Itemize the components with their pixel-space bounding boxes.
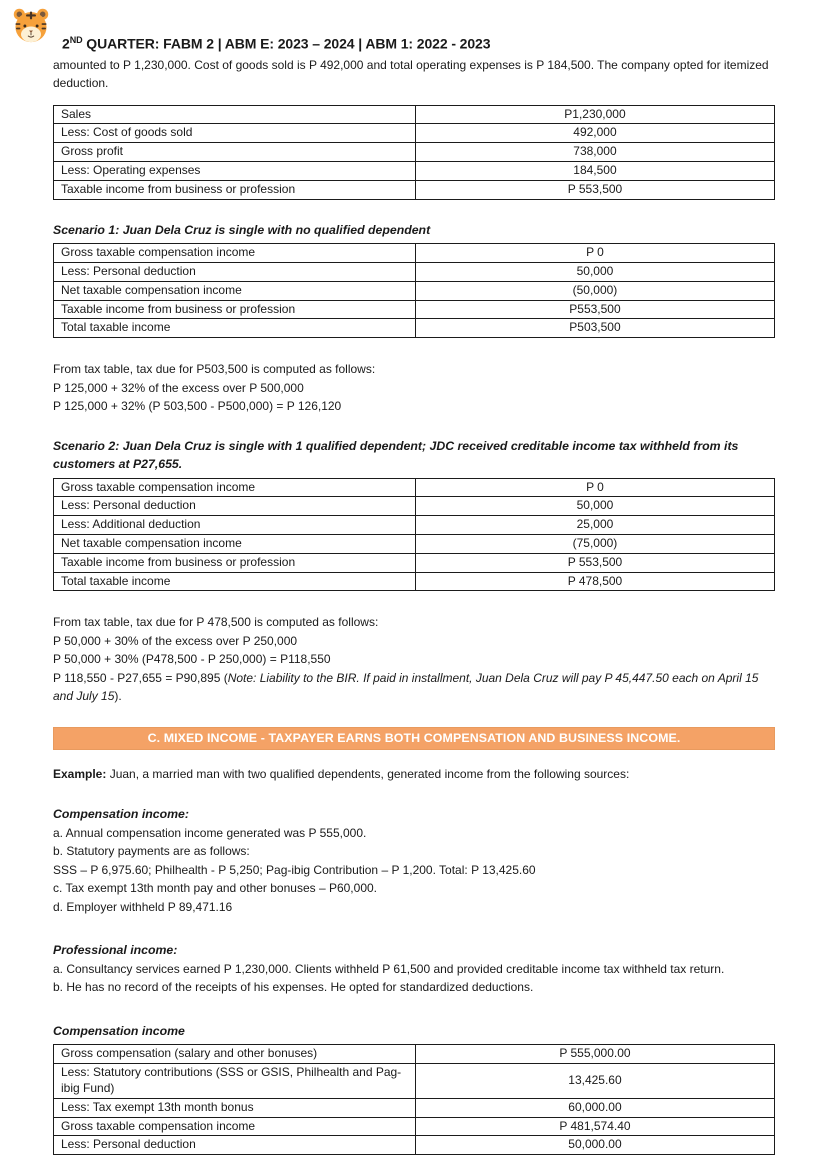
table-row: Gross taxable compensation income P 481,5… bbox=[53, 1116, 776, 1137]
row-label: Taxable income from business or professi… bbox=[53, 299, 416, 320]
row-label: Gross compensation (salary and other bon… bbox=[53, 1044, 416, 1065]
compensation-item: a. Annual compensation income generated … bbox=[53, 825, 367, 840]
row-value: 50,000 bbox=[414, 496, 776, 517]
section-banner: C. MIXED INCOME - TAXPAYER EARNS BOTH CO… bbox=[53, 726, 775, 750]
row-label: Less: Personal deduction bbox=[53, 496, 416, 517]
professional-item: a. Consultancy services earned P 1,230,0… bbox=[53, 961, 725, 976]
table-row: Gross taxable compensation income P 0 bbox=[53, 477, 776, 498]
table-row: Net taxable compensation income (75,000) bbox=[53, 534, 776, 554]
scenario2-heading: Scenario 2: Juan Dela Cruz is single wit… bbox=[53, 438, 739, 472]
row-value: 13,425.60 bbox=[414, 1063, 776, 1099]
row-label: Net taxable compensation income bbox=[53, 534, 416, 554]
row-value: 738,000 bbox=[414, 142, 776, 163]
row-label: Less: Personal deduction bbox=[53, 261, 416, 282]
table-row: Less: Tax exempt 13th month bonus 60,000.… bbox=[53, 1097, 776, 1118]
compensation-item: b. Statutory payments are as follows: bbox=[53, 844, 250, 859]
row-label: Gross taxable compensation income bbox=[53, 1116, 416, 1137]
computation-line-with-note: P 118,550 - P27,655 = P90,895 (Note: Lia… bbox=[53, 670, 759, 704]
row-value: 50,000 bbox=[414, 261, 776, 282]
row-label: Taxable income from business or professi… bbox=[53, 552, 416, 573]
professional-item: b. He has no record of the receipts of h… bbox=[53, 980, 534, 995]
row-value: P 0 bbox=[414, 477, 776, 498]
row-label: Gross taxable compensation income bbox=[53, 477, 416, 498]
tiger-face-icon bbox=[11, 6, 51, 46]
tax-computation-2: From tax table, tax due for P 478,500 is… bbox=[53, 613, 775, 706]
example-label: Example: bbox=[53, 766, 107, 781]
table-row: Total taxable income P503,500 bbox=[53, 318, 776, 339]
table-row: Net taxable compensation income (50,000) bbox=[53, 280, 776, 301]
tax-computation-1: From tax table, tax due for P503,500 is … bbox=[53, 360, 775, 416]
compensation-table: Gross compensation (salary and other bon… bbox=[53, 1044, 776, 1156]
intro-paragraph: amounted to P 1,230,000. Cost of goods s… bbox=[53, 57, 769, 91]
table-row: Gross taxable compensation income P 0 bbox=[53, 243, 776, 263]
compensation-item: c. Tax exempt 13th month pay and other b… bbox=[53, 881, 377, 896]
compensation-table-heading: Compensation income bbox=[53, 1023, 185, 1038]
computation-line: From tax table, tax due for P503,500 is … bbox=[53, 362, 376, 377]
table-row: Less: Personal deduction 50,000.00 bbox=[53, 1135, 776, 1156]
table-row: Taxable income from business or professi… bbox=[53, 552, 776, 573]
row-label: Less: Tax exempt 13th month bonus bbox=[53, 1097, 416, 1118]
row-label: Gross taxable compensation income bbox=[53, 243, 416, 263]
row-label: Less: Cost of goods sold bbox=[53, 123, 416, 144]
row-label: Net taxable compensation income bbox=[53, 280, 416, 301]
row-label: Total taxable income bbox=[53, 318, 416, 339]
row-value: P 478,500 bbox=[414, 571, 776, 592]
professional-income-heading: Professional income: bbox=[53, 943, 178, 958]
row-label: Less: Personal deduction bbox=[53, 1135, 416, 1156]
table-row: Less: Additional deduction 25,000 bbox=[53, 515, 776, 536]
table-row: Gross compensation (salary and other bon… bbox=[53, 1044, 776, 1065]
row-value: P 0 bbox=[414, 243, 776, 263]
row-label: Total taxable income bbox=[53, 571, 416, 592]
row-value: 50,000.00 bbox=[414, 1135, 776, 1156]
row-value: P 555,000.00 bbox=[414, 1044, 776, 1065]
scenario1-heading: Scenario 1: Juan Dela Cruz is single wit… bbox=[53, 222, 431, 237]
table-row: Total taxable income P 478,500 bbox=[53, 571, 776, 592]
table-row: Less: Cost of goods sold 492,000 bbox=[53, 123, 776, 144]
computation-line: P 125,000 + 32% (P 503,500 - P500,000) =… bbox=[53, 399, 342, 414]
page-title: 2ND QUARTER: FABM 2 | ABM E: 2023 – 2024… bbox=[62, 35, 491, 52]
compensation-income-heading: Compensation income: bbox=[53, 807, 189, 822]
row-value: (50,000) bbox=[414, 280, 776, 301]
computation-line: P 50,000 + 30% (P478,500 - P 250,000) = … bbox=[53, 652, 331, 667]
note-text: Note: Liability to the BIR. If paid in i… bbox=[53, 670, 759, 704]
row-label: Less: Additional deduction bbox=[53, 515, 416, 536]
row-label: Gross profit bbox=[53, 142, 416, 163]
row-label: Less: Operating expenses bbox=[53, 161, 416, 181]
scenario2-table: Gross taxable compensation income P 0 Less… bbox=[53, 477, 776, 592]
row-value: P503,500 bbox=[414, 318, 776, 339]
row-label: Sales bbox=[53, 104, 416, 125]
table-row: Less: Personal deduction 50,000 bbox=[53, 496, 776, 517]
computation-line: P 125,000 + 32% of the excess over P 500… bbox=[53, 380, 304, 395]
row-value: 184,500 bbox=[414, 161, 776, 181]
row-value: 60,000.00 bbox=[414, 1097, 776, 1118]
row-value: P 553,500 bbox=[414, 552, 776, 573]
row-label: Taxable income from business or professi… bbox=[53, 179, 416, 200]
row-label: Less: Statutory contributions (SSS or GS… bbox=[53, 1063, 416, 1099]
banner-title: C. MIXED INCOME - TAXPAYER EARNS BOTH CO… bbox=[147, 730, 681, 745]
compensation-item: d. Employer withheld P 89,471.16 bbox=[53, 899, 233, 914]
row-value: P553,500 bbox=[414, 299, 776, 320]
row-value: 25,000 bbox=[414, 515, 776, 536]
table-row: Taxable income from business or professi… bbox=[53, 179, 776, 200]
row-value: P 553,500 bbox=[414, 179, 776, 200]
table-row: Less: Personal deduction 50,000 bbox=[53, 261, 776, 282]
computation-line: P 50,000 + 30% of the excess over P 250,… bbox=[53, 633, 298, 648]
table-row: Taxable income from business or professi… bbox=[53, 299, 776, 320]
computation-line: From tax table, tax due for P 478,500 is… bbox=[53, 615, 379, 630]
example-paragraph: Example: Juan, a married man with two qu… bbox=[53, 766, 630, 781]
row-value: P 481,574.40 bbox=[414, 1116, 776, 1137]
scenario1-table: Gross taxable compensation income P 0 Less… bbox=[53, 243, 776, 339]
table-row: Less: Statutory contributions (SSS or GS… bbox=[53, 1063, 776, 1099]
row-value: 492,000 bbox=[414, 123, 776, 144]
compensation-item: SSS – P 6,975.60; Philhealth - P 5,250; … bbox=[53, 862, 536, 877]
table-row: Sales P1,230,000 bbox=[53, 104, 776, 125]
title-ordinal: ND bbox=[69, 35, 83, 45]
row-value: (75,000) bbox=[414, 534, 776, 554]
table-row: Less: Operating expenses 184,500 bbox=[53, 161, 776, 181]
business-income-table: Sales P1,230,000 Less: Cost of goods sold 4… bbox=[53, 104, 776, 200]
row-value: P1,230,000 bbox=[414, 104, 776, 125]
table-row: Gross profit 738,000 bbox=[53, 142, 776, 163]
